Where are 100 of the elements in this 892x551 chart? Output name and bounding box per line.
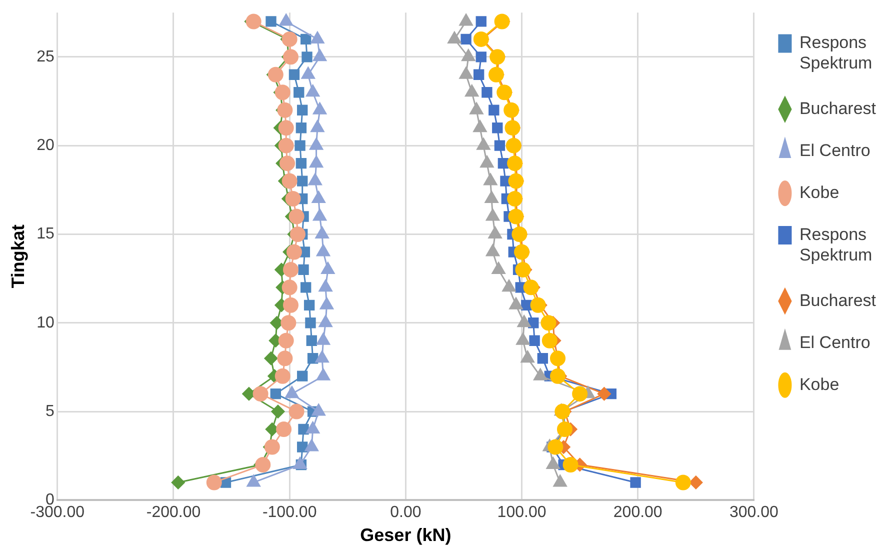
point xyxy=(282,297,298,313)
point xyxy=(297,442,308,452)
y-tick-label: 25 xyxy=(36,48,54,66)
point xyxy=(286,244,302,260)
y-tick-label: 10 xyxy=(36,314,54,332)
legend-label: Respons Spektrum xyxy=(799,33,872,73)
point xyxy=(271,404,285,418)
point xyxy=(277,350,293,366)
legend-label: El Centro xyxy=(799,140,870,160)
point xyxy=(294,87,304,98)
point xyxy=(562,456,578,472)
point xyxy=(304,300,315,311)
point xyxy=(294,140,306,151)
x-axis-title: Geser (kN) xyxy=(360,525,452,546)
point xyxy=(597,387,611,401)
point xyxy=(488,104,500,116)
point xyxy=(473,69,484,80)
point xyxy=(282,173,298,189)
point xyxy=(630,477,641,488)
point xyxy=(302,52,312,62)
point xyxy=(278,138,294,154)
point xyxy=(675,474,691,490)
point xyxy=(288,208,304,224)
point xyxy=(530,297,546,313)
point xyxy=(276,422,292,438)
point xyxy=(288,69,300,80)
point xyxy=(255,456,271,472)
point xyxy=(297,176,308,186)
x-tick-label: 200.00 xyxy=(613,504,662,522)
y-tick-label: 15 xyxy=(36,226,54,243)
point xyxy=(312,191,326,204)
point xyxy=(307,353,318,364)
x-tick-label: 100.00 xyxy=(497,504,546,522)
point xyxy=(494,140,506,151)
point xyxy=(288,404,304,420)
point xyxy=(300,282,312,293)
point xyxy=(542,332,558,348)
point xyxy=(492,122,503,134)
point xyxy=(537,353,548,364)
x-tick-label: 300.00 xyxy=(729,504,779,522)
point xyxy=(252,386,268,402)
point xyxy=(296,122,307,134)
point xyxy=(274,368,290,384)
point xyxy=(246,14,262,30)
point xyxy=(171,476,185,490)
point xyxy=(528,318,539,328)
point xyxy=(482,87,492,98)
point xyxy=(460,34,472,45)
point xyxy=(264,352,278,366)
point xyxy=(278,332,294,348)
x-tick-label: 0.00 xyxy=(390,504,422,522)
legend-label: Kobe xyxy=(799,374,840,394)
point xyxy=(264,439,280,455)
point xyxy=(278,120,294,136)
legend-label: El Centro xyxy=(799,332,870,352)
point xyxy=(554,404,570,420)
point xyxy=(498,158,509,169)
point xyxy=(282,262,298,278)
legend-label: Kobe xyxy=(799,182,840,202)
point xyxy=(296,158,307,169)
point xyxy=(282,31,298,47)
point xyxy=(298,264,309,276)
legend-label: Bucharest xyxy=(799,98,876,118)
x-tick-label: -100.00 xyxy=(262,504,317,522)
point xyxy=(268,66,284,82)
point xyxy=(515,262,531,278)
point xyxy=(484,191,498,204)
point xyxy=(298,424,309,435)
point xyxy=(285,386,299,398)
point xyxy=(572,386,588,402)
y-tick-label: 5 xyxy=(45,402,54,420)
point xyxy=(297,370,308,382)
point xyxy=(300,34,312,45)
point xyxy=(550,368,566,384)
point xyxy=(476,16,486,27)
point xyxy=(540,315,556,331)
point xyxy=(305,318,316,328)
y-axis-title: Tingkat xyxy=(8,224,28,288)
point xyxy=(277,102,293,118)
point xyxy=(306,335,317,346)
point xyxy=(270,388,281,400)
point xyxy=(548,439,564,455)
point xyxy=(266,16,276,27)
point xyxy=(290,226,306,242)
point xyxy=(306,422,320,434)
point xyxy=(280,156,296,172)
point xyxy=(285,191,301,207)
point xyxy=(476,52,486,62)
y-tick-label: 20 xyxy=(36,136,54,154)
point xyxy=(556,422,572,438)
point xyxy=(206,474,222,490)
legend-label: Bucharest xyxy=(799,290,876,310)
point xyxy=(523,280,539,296)
point xyxy=(282,280,298,296)
point xyxy=(274,84,290,100)
point xyxy=(282,49,298,65)
point xyxy=(689,476,703,490)
legend-label: Respons Spektrum xyxy=(799,224,872,264)
point xyxy=(529,335,540,346)
point xyxy=(297,104,308,116)
